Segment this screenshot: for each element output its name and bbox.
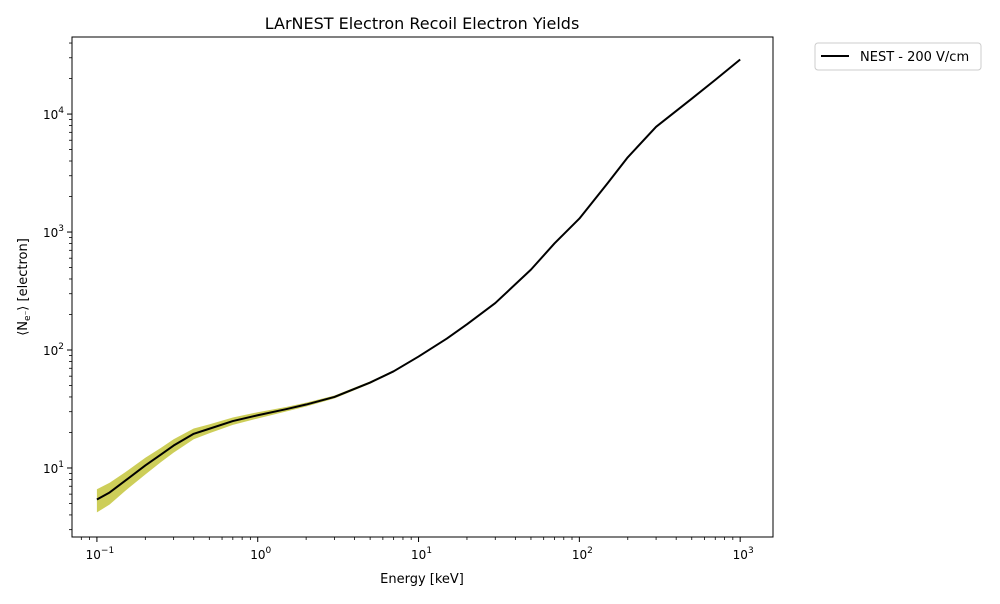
series-0-uncertainty-band [96, 59, 741, 513]
x-axis-label: Energy [keV] [380, 572, 464, 587]
y-axis-label-subscript: e⁻ [23, 310, 33, 321]
y-tick-label: 103 [43, 224, 64, 240]
axis-ticks: 10−1 100 101 102 103 101 102 103 104 [43, 42, 754, 562]
y-tick-label: 101 [43, 460, 64, 476]
legend-box [814, 42, 982, 71]
y-tick-label: 104 [43, 106, 64, 122]
y-axis-label-main: ⟨N [16, 321, 31, 336]
x-tick-label: 102 [572, 546, 593, 562]
legend-label: NEST - 200 V/cm [860, 50, 969, 65]
series-0-line [96, 58, 741, 501]
chart-title: LArNEST Electron Recoil Electron Yields [265, 14, 580, 33]
x-tick-label: 103 [733, 546, 754, 562]
x-tick-label: 100 [250, 546, 271, 562]
plot-frame [71, 36, 774, 538]
legend: NEST - 200 V/cm [814, 42, 982, 71]
y-axis-label-tail: ⟩ [electron] [16, 238, 31, 310]
plot-area [96, 58, 741, 513]
y-tick-label: 102 [43, 342, 64, 358]
x-tick-label: 10−1 [86, 546, 115, 562]
x-tick-label: 101 [411, 546, 432, 562]
y-axis-label: ⟨Ne⁻⟩ [electron] [16, 238, 33, 336]
